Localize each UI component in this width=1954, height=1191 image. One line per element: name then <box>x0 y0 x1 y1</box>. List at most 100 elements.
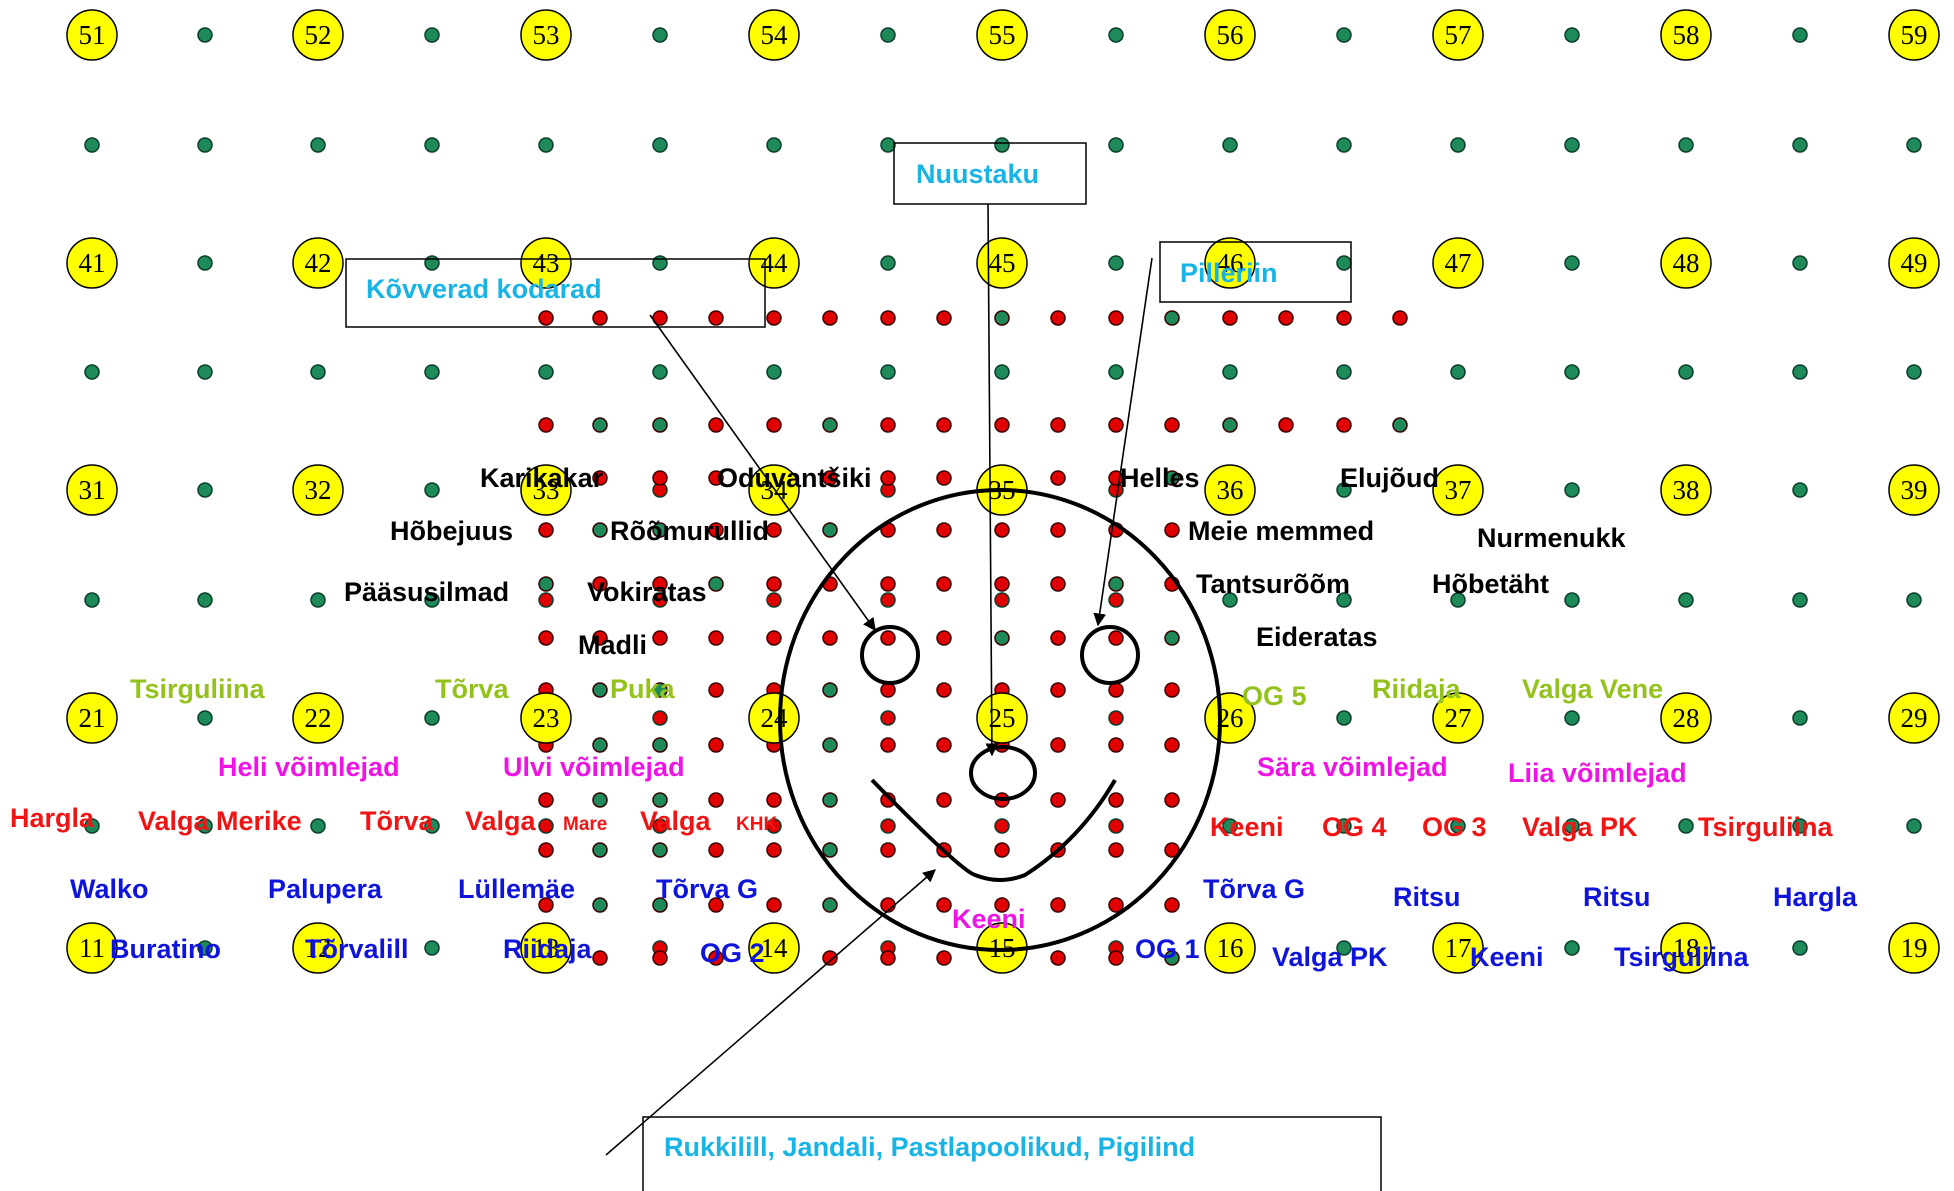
formation-dot <box>936 470 952 486</box>
grid-dot <box>1336 27 1352 43</box>
position-marker <box>292 9 344 61</box>
formation-dot <box>1108 792 1124 808</box>
grid-dot <box>880 255 896 271</box>
position-marker-number: 31 <box>79 475 106 505</box>
group-label: Buratino <box>110 934 221 964</box>
grid-dot <box>1564 364 1580 380</box>
position-marker <box>292 692 344 744</box>
grid-dot <box>1792 255 1808 271</box>
group-label: Valga <box>640 806 712 836</box>
grid-dot <box>197 482 213 498</box>
formation-dot <box>766 792 782 808</box>
position-marker-number: 41 <box>79 248 106 278</box>
formation-dot <box>1108 592 1124 608</box>
position-marker <box>520 464 572 516</box>
formation-dot <box>1164 682 1180 698</box>
formation-dot <box>880 630 896 646</box>
grid-dot <box>592 682 608 698</box>
formation-dot <box>1050 950 1066 966</box>
position-marker-number: 56 <box>1217 20 1244 50</box>
grid-dot <box>197 137 213 153</box>
formation-dot <box>708 417 724 433</box>
grid-dot <box>1108 27 1124 43</box>
formation-dot <box>936 310 952 326</box>
formation-dot <box>652 950 668 966</box>
position-marker-number: 37 <box>1445 475 1472 505</box>
position-marker-number: 28 <box>1673 703 1700 733</box>
position-marker <box>292 464 344 516</box>
position-marker-number: 24 <box>761 703 789 733</box>
grid-dot <box>708 576 724 592</box>
group-label: OG 5 <box>1242 681 1307 711</box>
formation-dot <box>880 818 896 834</box>
grid-dot <box>652 842 668 858</box>
grid-dot <box>592 417 608 433</box>
formation-dot <box>994 592 1010 608</box>
formation-dot <box>1050 417 1066 433</box>
position-marker <box>520 922 572 974</box>
grid-dot <box>592 522 608 538</box>
formation-dot <box>1108 818 1124 834</box>
position-marker-number: 13 <box>533 933 560 963</box>
pilleriin-box <box>1159 241 1352 303</box>
formation-dot <box>994 897 1010 913</box>
group-label: Tsirguliina <box>1614 942 1749 972</box>
formation-dot <box>652 818 668 834</box>
formation-dot <box>766 630 782 646</box>
smile-curve <box>870 778 1117 882</box>
formation-dot <box>1278 417 1294 433</box>
green-group-labels: Tsirguliina Tõrva Puka OG 5 Riidaja Valg… <box>130 674 1663 711</box>
grid-dot <box>84 592 100 608</box>
formation-dot <box>652 592 668 608</box>
formation-dot <box>1108 897 1124 913</box>
position-marker-number: 25 <box>989 703 1016 733</box>
grid-dot <box>652 27 668 43</box>
position-marker-number: 49 <box>1901 248 1928 278</box>
grid-dot <box>424 592 440 608</box>
formation-dot <box>1164 417 1180 433</box>
formation-dot <box>652 630 668 646</box>
position-marker <box>1432 9 1484 61</box>
formation-dot <box>994 576 1010 592</box>
grid-dot <box>424 255 440 271</box>
position-marker <box>520 692 572 744</box>
group-label: Elujõud <box>1340 463 1439 493</box>
group-label: Tantsurõõm <box>1196 569 1350 599</box>
grid-dot <box>424 710 440 726</box>
grid-dot <box>994 137 1010 153</box>
grid-dot <box>197 364 213 380</box>
group-label: Puka <box>610 674 676 704</box>
position-marker <box>748 692 800 744</box>
formation-dot <box>880 576 896 592</box>
formation-dot <box>766 576 782 592</box>
grid-dot <box>880 364 896 380</box>
grid-dot <box>1678 592 1694 608</box>
formation-dot <box>1164 737 1180 753</box>
formation-dot <box>1108 310 1124 326</box>
grid-dot <box>197 710 213 726</box>
grid-dot <box>1906 818 1922 834</box>
position-marker-number: 39 <box>1901 475 1928 505</box>
grid-dot <box>1792 364 1808 380</box>
formation-dot <box>708 522 724 538</box>
group-label: Mare <box>563 814 607 835</box>
formation-dot <box>880 792 896 808</box>
grid-dot <box>1164 470 1180 486</box>
formation-dot <box>1108 417 1124 433</box>
position-marker <box>1888 237 1940 289</box>
formation-dot <box>708 842 724 858</box>
formation-dot <box>994 417 1010 433</box>
position-marker <box>1660 237 1712 289</box>
position-marker <box>66 9 118 61</box>
grid-dot <box>1792 592 1808 608</box>
grid-dot <box>822 682 838 698</box>
formation-dot <box>1164 522 1180 538</box>
pilleriin-label: Pilleriin <box>1180 258 1278 288</box>
group-label: Hõbejuus <box>390 516 513 546</box>
pilleriin-arrow <box>1093 257 1153 627</box>
formation-dot <box>538 417 554 433</box>
group-label: Tõrva <box>360 806 435 836</box>
position-marker-number: 11 <box>79 933 105 963</box>
